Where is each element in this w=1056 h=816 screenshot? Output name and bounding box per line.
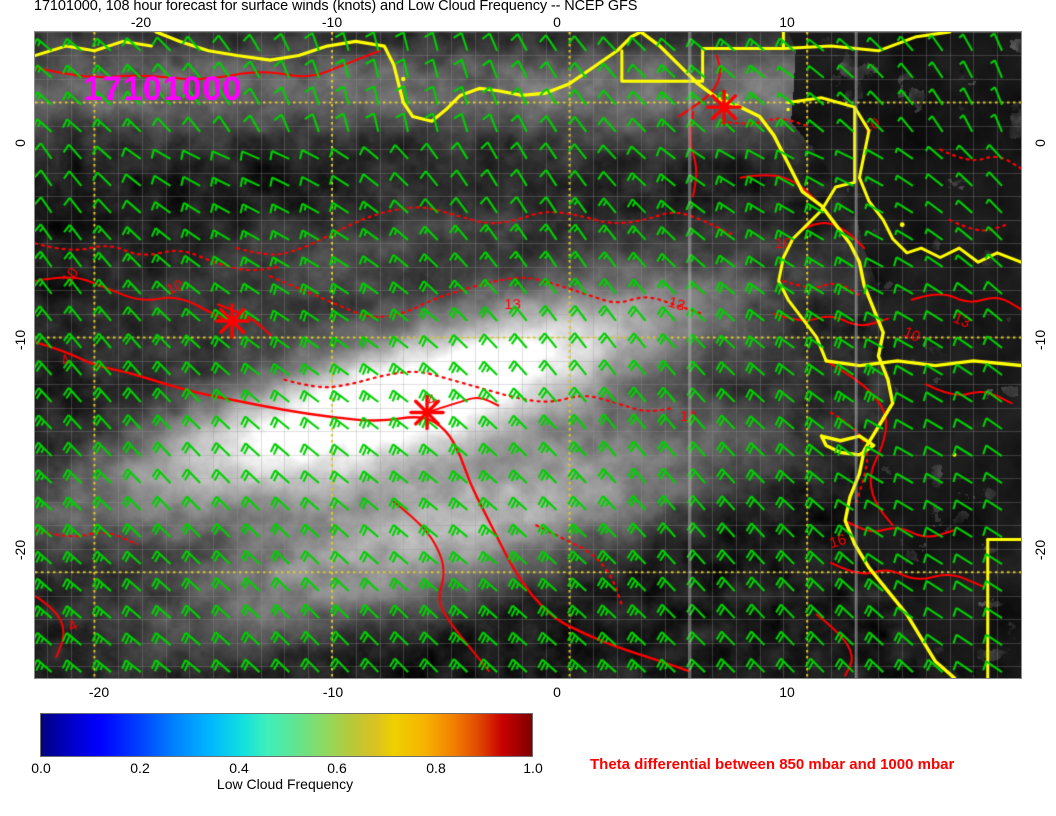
page-title: 17101000, 108 hour forecast for surface … (34, 0, 638, 14)
map-render-surface (35, 32, 1021, 678)
forecast-map[interactable]: 17101000 (34, 31, 1022, 679)
theta-differential-note: Theta differential between 850 mbar and … (590, 756, 955, 773)
colorbar-tick-3: 0.6 (327, 760, 347, 776)
axis-tick-right-0: 0 (1032, 139, 1048, 147)
axis-tick-right-2: -20 (1032, 539, 1048, 561)
forecast-timestamp-stamp: 17101000 (83, 70, 243, 108)
axis-tick-left-2: -20 (12, 539, 28, 561)
axis-tick-left-0: 0 (12, 139, 28, 147)
axis-tick-right-1: -10 (1032, 329, 1048, 351)
colorbar-tick-1: 0.2 (130, 760, 150, 776)
axis-tick-top-3: 10 (779, 14, 795, 30)
colorbar-tick-0: 0.0 (31, 760, 51, 776)
axis-tick-bottom-2: 0 (553, 684, 561, 700)
axis-tick-top-0: -20 (130, 14, 152, 30)
axis-tick-top-1: -10 (321, 14, 343, 30)
colorbar-tick-4: 0.8 (426, 760, 446, 776)
colorbar-tick-2: 0.4 (229, 760, 249, 776)
axis-tick-top-2: 0 (553, 14, 561, 30)
colorbar-low-cloud-frequency (40, 713, 533, 757)
colorbar-tick-5: 1.0 (523, 760, 543, 776)
axis-tick-bottom-0: -20 (88, 684, 110, 700)
colorbar-caption: Low Cloud Frequency (216, 776, 354, 792)
axis-tick-left-1: -10 (12, 329, 28, 351)
axis-tick-bottom-3: 10 (779, 684, 795, 700)
axis-tick-bottom-1: -10 (322, 684, 344, 700)
